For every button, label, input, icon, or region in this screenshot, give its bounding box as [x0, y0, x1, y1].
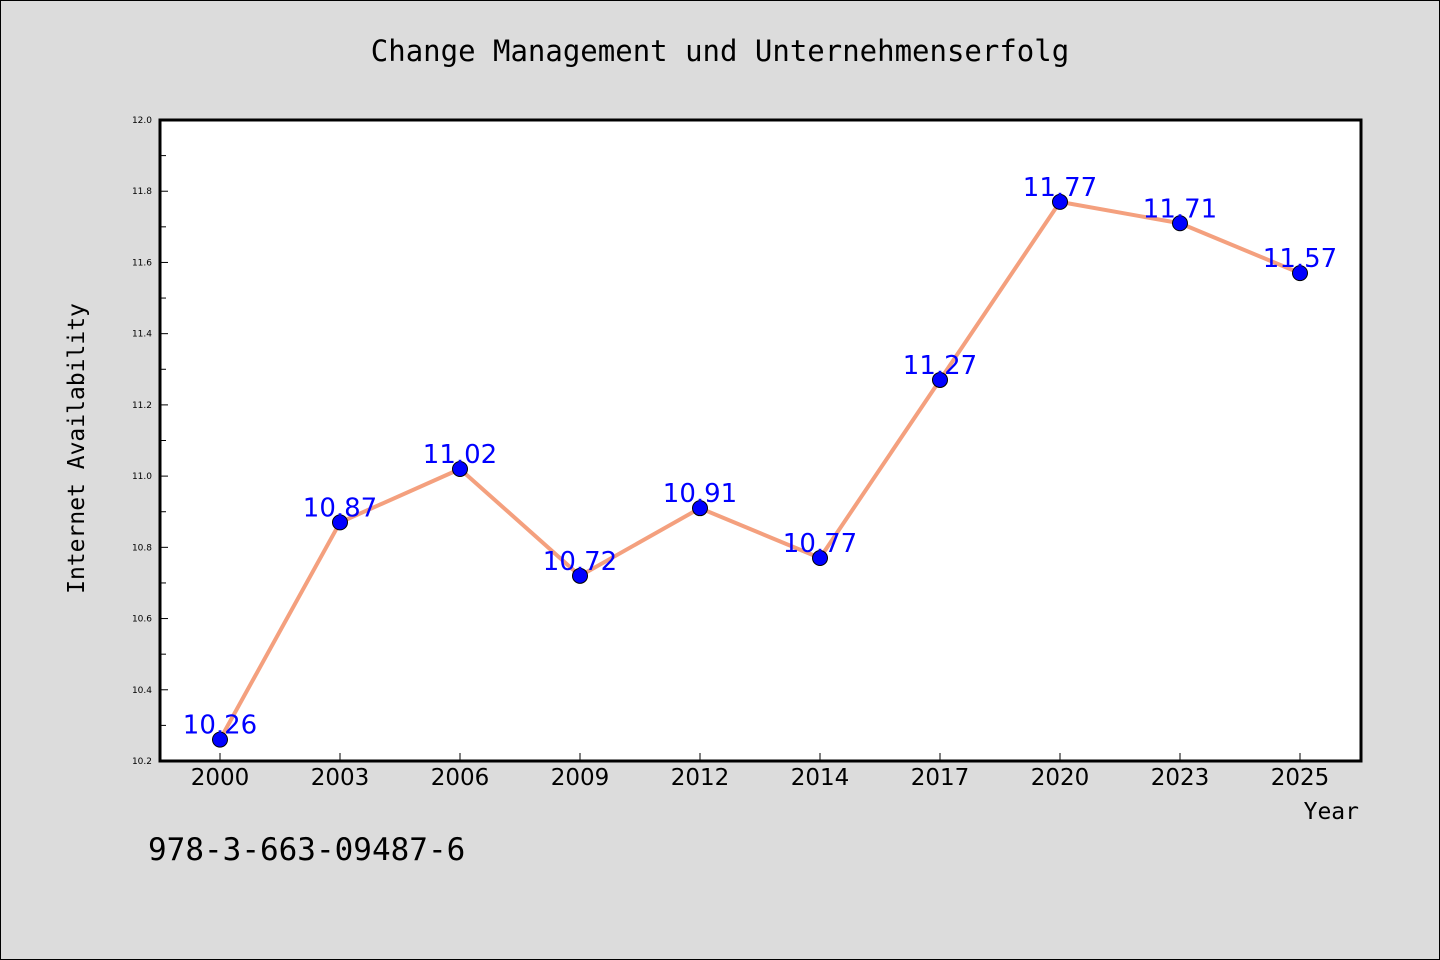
- series-markers: [212, 193, 1308, 748]
- x-tick-label: 2025: [1271, 765, 1330, 791]
- y-tick-label: 10.8: [132, 543, 152, 553]
- x-tick-label: 2003: [311, 765, 370, 791]
- data-label: 11.57: [1263, 244, 1337, 274]
- data-point: [452, 460, 468, 477]
- data-label: 10.77: [783, 529, 857, 559]
- x-tick-label: 2009: [551, 765, 610, 791]
- x-tick-label: 2014: [791, 765, 850, 791]
- y-tick-label: 10.6: [132, 615, 152, 625]
- data-label: 11.71: [1143, 194, 1217, 224]
- y-tick-label: 11.4: [132, 330, 152, 340]
- y-tick-label: 12.0: [132, 116, 152, 126]
- data-point: [332, 514, 348, 531]
- x-tick-label: 2017: [911, 765, 970, 791]
- data-point: [932, 371, 948, 388]
- data-point: [1172, 215, 1188, 232]
- y-tick-label: 11.2: [132, 401, 152, 411]
- y-tick-label: 11.0: [132, 472, 152, 482]
- data-point: [1292, 265, 1308, 282]
- data-point: [572, 567, 588, 584]
- data-label: 11.77: [1023, 173, 1097, 203]
- data-label: 11.27: [903, 351, 977, 381]
- x-tick-label: 2006: [431, 765, 490, 791]
- data-point: [692, 500, 708, 517]
- x-tick-label: 2020: [1031, 765, 1090, 791]
- data-label: 10.87: [303, 493, 377, 523]
- data-point: [1052, 193, 1068, 210]
- plot-area: [158, 118, 1363, 763]
- y-tick-label: 11.6: [132, 258, 152, 268]
- data-point: [812, 550, 828, 567]
- data-label: 10.72: [543, 547, 617, 577]
- data-point: [212, 731, 228, 748]
- data-labels: 10.26 10.87 11.02 10.72 10.91 10.77 11.27 11.77…: [183, 173, 1337, 741]
- chart-title: Change Management und Unternehmenserfolg: [370, 34, 1070, 68]
- x-tick-label: 2012: [671, 765, 730, 791]
- x-tick-label: 2000: [191, 765, 250, 791]
- data-label: 10.26: [183, 711, 257, 741]
- x-axis-label: Year: [1304, 799, 1359, 825]
- y-tick-label: 11.8: [132, 187, 152, 197]
- y-tick-label: 10.4: [132, 686, 152, 696]
- y-axis: 10.2 10.4 10.6 10.8 11.0 11.2 11.4 11.6 11.8 12.0: [132, 116, 168, 767]
- data-label: 10.91: [663, 479, 737, 509]
- x-tick-label: 2023: [1151, 765, 1210, 791]
- x-axis: 2000 2003 2006 2009 2012 2014 2017 2020 2023 2025: [191, 753, 1330, 791]
- y-axis-label: Internet Availability: [64, 303, 90, 594]
- y-tick-label: 10.2: [132, 757, 152, 767]
- data-label: 11.02: [423, 440, 497, 470]
- isbn-text: 978-3-663-09487-6: [148, 832, 466, 868]
- series-line: [218, 199, 1301, 741]
